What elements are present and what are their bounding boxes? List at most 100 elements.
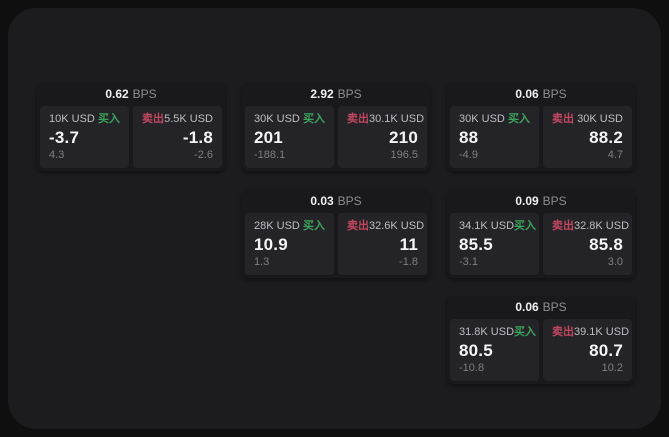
card-body: 34.1K USD 买入 85.5 -3.1 卖出 32.8K USD 85.8… [450,213,632,275]
sell-panel-header: 卖出 39.1K USD [552,326,629,339]
sell-side-label: 卖出 [347,113,369,125]
buy-panel[interactable]: 31.8K USD 买入 80.5 -10.8 [450,319,539,381]
buy-sub-value: -4.9 [459,149,478,161]
bps-unit: BPS [542,194,567,208]
sell-side-label: 卖出 [142,113,164,125]
sell-price: 210 [389,128,418,147]
sell-price: 85.8 [589,235,623,254]
sell-sub-value: 10.2 [601,362,623,374]
sell-amount: 30K USD [577,113,623,125]
buy-sub-value: 4.3 [49,149,65,161]
buy-side-label: 买入 [303,220,325,232]
card-body: 31.8K USD 买入 80.5 -10.8 卖出 39.1K USD 80.… [450,319,632,381]
buy-panel[interactable]: 30K USD 买入 88 -4.9 [450,106,539,168]
buy-panel[interactable]: 30K USD 买入 201 -188.1 [245,106,334,168]
bps-value: 0.06 [515,300,539,314]
bps-unit: BPS [132,87,157,101]
quote-card: 2.92 BPS 30K USD 买入 201 -188.1 卖出 30.1K … [242,83,430,171]
sell-panel[interactable]: 卖出 30.1K USD 210 196.5 [338,106,427,168]
sell-panel[interactable]: 卖出 39.1K USD 80.7 10.2 [543,319,632,381]
buy-panel-header: 30K USD 买入 [254,113,325,126]
sell-side-label: 卖出 [552,220,574,232]
bps-value: 0.06 [515,87,539,101]
sell-panel[interactable]: 卖出 30K USD 88.2 4.7 [543,106,632,168]
card-header: 0.06 BPS [447,296,635,319]
card-header: 0.03 BPS [242,190,430,213]
buy-price: 80.5 [459,341,493,360]
sell-panel-header: 卖出 32.6K USD [347,220,424,233]
buy-panel[interactable]: 34.1K USD 买入 85.5 -3.1 [450,213,539,275]
bps-value: 0.62 [105,87,129,101]
bps-unit: BPS [542,87,567,101]
buy-sub-value: -3.1 [459,256,478,268]
sell-side-label: 卖出 [347,220,369,232]
buy-side-label: 买入 [98,113,120,125]
sell-price: 11 [399,235,418,254]
sell-amount: 32.6K USD [369,220,425,232]
buy-side-label: 买入 [514,326,537,338]
buy-panel-header: 34.1K USD 买入 [459,220,536,233]
buy-panel-header: 10K USD 买入 [49,113,120,126]
sell-sub-value: 196.5 [390,149,418,161]
sell-sub-value: 4.7 [607,149,623,161]
sell-sub-value: 3.0 [607,256,623,268]
buy-amount: 30K USD [254,113,300,125]
sell-panel[interactable]: 卖出 32.6K USD 11 -1.8 [338,213,427,275]
card-header: 0.06 BPS [447,83,635,106]
buy-sub-value: -188.1 [254,149,286,161]
buy-sub-value: -10.8 [459,362,485,374]
sell-price: 88.2 [589,128,623,147]
bps-unit: BPS [337,194,362,208]
sell-sub-value: -1.8 [399,256,418,268]
buy-panel[interactable]: 10K USD 买入 -3.7 4.3 [40,106,129,168]
sell-side-label: 卖出 [552,113,574,125]
bps-unit: BPS [542,300,567,314]
sell-amount: 39.1K USD [574,326,630,338]
buy-price: 88 [459,128,479,147]
buy-price: -3.7 [49,128,80,147]
buy-side-label: 买入 [514,220,537,232]
buy-amount: 34.1K USD [459,220,515,232]
card-body: 30K USD 买入 88 -4.9 卖出 30K USD 88.2 4.7 [450,106,632,168]
sell-price: 80.7 [589,341,623,360]
sell-panel[interactable]: 卖出 5.5K USD -1.8 -2.6 [133,106,222,168]
quote-card: 0.62 BPS 10K USD 买入 -3.7 4.3 卖出 5.5K USD [37,83,225,171]
bps-unit: BPS [337,87,362,101]
quote-card: 0.03 BPS 28K USD 买入 10.9 1.3 卖出 32.6K US… [242,190,430,278]
buy-panel-header: 28K USD 买入 [254,220,325,233]
sell-panel-header: 卖出 32.8K USD [552,220,629,233]
quote-card: 0.09 BPS 34.1K USD 买入 85.5 -3.1 卖出 32.8K… [447,190,635,278]
sell-panel[interactable]: 卖出 32.8K USD 85.8 3.0 [543,213,632,275]
bps-value: 0.09 [515,194,539,208]
quote-card: 0.06 BPS 31.8K USD 买入 80.5 -10.8 卖出 39.1… [447,296,635,384]
sell-sub-value: -2.6 [194,149,213,161]
card-body: 10K USD 买入 -3.7 4.3 卖出 5.5K USD -1.8 -2.… [40,106,222,168]
card-body: 28K USD 买入 10.9 1.3 卖出 32.6K USD 11 -1.8 [245,213,427,275]
sell-side-label: 卖出 [552,326,574,338]
buy-side-label: 买入 [303,113,325,125]
bps-value: 2.92 [310,87,334,101]
buy-sub-value: 1.3 [254,256,270,268]
buy-price: 10.9 [254,235,288,254]
card-header: 0.09 BPS [447,190,635,213]
card-header: 0.62 BPS [37,83,225,106]
sell-price: -1.8 [182,128,213,147]
card-header: 2.92 BPS [242,83,430,106]
sell-amount: 32.8K USD [574,220,630,232]
sell-panel-header: 卖出 5.5K USD [142,113,213,126]
buy-amount: 10K USD [49,113,95,125]
buy-amount: 31.8K USD [459,326,515,338]
bps-value: 0.03 [310,194,334,208]
buy-amount: 30K USD [459,113,505,125]
buy-panel-header: 31.8K USD 买入 [459,326,536,339]
main-panel: 0.62 BPS 10K USD 买入 -3.7 4.3 卖出 5.5K USD [8,8,661,429]
buy-price: 85.5 [459,235,493,254]
card-body: 30K USD 买入 201 -188.1 卖出 30.1K USD 210 1… [245,106,427,168]
sell-amount: 5.5K USD [164,113,213,125]
buy-panel[interactable]: 28K USD 买入 10.9 1.3 [245,213,334,275]
sell-amount: 30.1K USD [369,113,425,125]
quote-card: 0.06 BPS 30K USD 买入 88 -4.9 卖出 30K USD [447,83,635,171]
sell-panel-header: 卖出 30.1K USD [347,113,424,126]
sell-panel-header: 卖出 30K USD [552,113,623,126]
